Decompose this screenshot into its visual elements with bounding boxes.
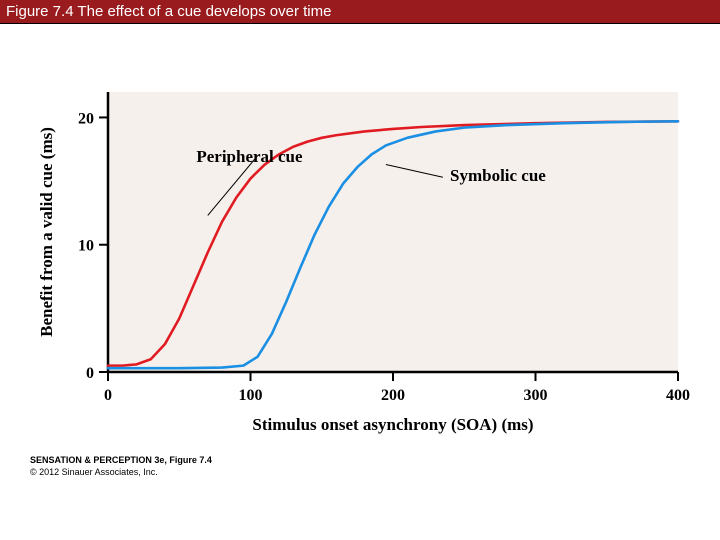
footer-source: SENSATION & PERCEPTION 3e, Figure 7.4 [30, 455, 212, 467]
figure-footer: SENSATION & PERCEPTION 3e, Figure 7.4 © … [30, 455, 212, 478]
x-tick-label: 100 [239, 387, 263, 404]
chart-area: 0 100 200 300 400 0 10 20 Peripheral cue Symbolic… [30, 80, 690, 440]
y-axis-label: Benefit from a valid cue (ms) [37, 127, 56, 337]
y-tick-label: 20 [78, 110, 94, 127]
y-tick-label: 0 [86, 365, 94, 382]
title-bar: Figure 7.4 The effect of a cue develops … [0, 0, 720, 24]
plot-background [108, 92, 678, 372]
series-label: Symbolic cue [450, 166, 546, 185]
footer-copyright: © 2012 Sinauer Associates, Inc. [30, 467, 212, 479]
x-axis-label: Stimulus onset asynchrony (SOA) (ms) [252, 415, 533, 434]
series-label: Peripheral cue [196, 147, 303, 166]
x-tick-label: 200 [381, 387, 405, 404]
y-tick-label: 10 [78, 238, 94, 255]
x-tick-label: 300 [524, 387, 548, 404]
x-tick-label: 0 [104, 387, 112, 404]
x-tick-label: 400 [666, 387, 690, 404]
